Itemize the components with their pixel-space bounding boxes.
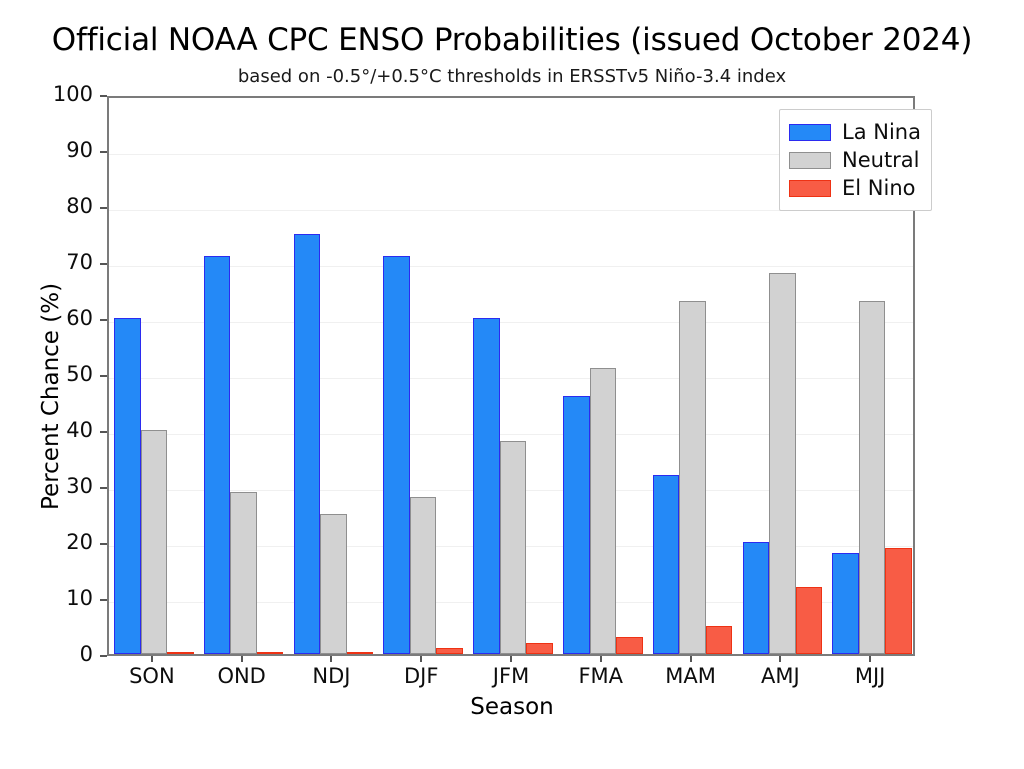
x-tick-mark: [869, 654, 872, 662]
bar-ndj-la-nina: [293, 234, 321, 654]
y-tick-mark: [100, 375, 107, 377]
x-tick-mark: [599, 654, 602, 662]
x-tick-label-ond: OND: [217, 664, 266, 688]
y-tick-label: 10: [66, 586, 93, 610]
bar-jfm-neutral: [499, 441, 527, 654]
x-tick-label-ndj: NDJ: [312, 664, 351, 688]
chart-subtitle: based on -0.5°/+0.5°C thresholds in ERSS…: [237, 66, 787, 87]
bar-djf-neutral: [409, 497, 437, 654]
x-tick-label-jfm: JFM: [492, 664, 530, 688]
bar-son-el-nino: [167, 652, 194, 654]
x-tick-label-mjj: MJJ: [854, 664, 886, 688]
y-tick-label: 20: [66, 530, 93, 554]
plot-inner: [109, 98, 913, 654]
bar-son-la-nina: [114, 318, 141, 654]
x-tick-label-djf: DJF: [403, 664, 439, 688]
x-tick-mark: [330, 654, 333, 662]
y-tick-mark: [100, 263, 107, 265]
x-tick-mark: [240, 654, 243, 662]
legend-item-la-nina[interactable]: La Nina: [789, 118, 921, 146]
legend-swatch-icon: [789, 123, 831, 141]
gridline: [109, 434, 913, 435]
y-tick-mark: [100, 319, 107, 321]
y-tick-label: 70: [66, 250, 93, 274]
bar-fma-neutral: [589, 368, 617, 654]
bar-ond-neutral: [230, 491, 257, 654]
bar-ndj-neutral: [320, 514, 347, 654]
x-tick-label-fma: FMA: [578, 664, 624, 688]
x-tick-label-mam: MAM: [665, 664, 716, 688]
y-tick-label: 40: [66, 418, 93, 442]
gridline: [109, 322, 913, 323]
bar-mjj-el-nino: [885, 547, 912, 654]
legend-swatch-icon: [789, 179, 831, 197]
legend-item-el-nino[interactable]: El Nino: [789, 174, 921, 202]
x-axis-label: Season: [470, 694, 554, 720]
bar-mjj-la-nina: [832, 553, 859, 654]
y-tick-mark: [100, 207, 107, 209]
y-tick-label: 60: [66, 306, 93, 330]
y-tick-mark: [100, 655, 107, 657]
y-tick-mark: [100, 543, 107, 545]
y-tick-label: 30: [66, 474, 93, 498]
gridline: [109, 266, 913, 267]
y-tick-mark: [100, 487, 107, 489]
bar-amj-neutral: [769, 273, 796, 654]
gridline: [109, 378, 913, 379]
bar-ndj-el-nino: [346, 652, 374, 654]
legend-label: La Nina: [842, 120, 921, 144]
bar-fma-la-nina: [563, 396, 590, 654]
plot-area: [107, 96, 915, 656]
bar-fma-el-nino: [616, 637, 643, 654]
bar-mjj-neutral: [858, 301, 886, 654]
y-tick-label: 50: [66, 362, 93, 386]
bar-jfm-el-nino: [526, 642, 553, 654]
x-tick-label-amj: AMJ: [760, 664, 800, 688]
y-tick-label: 100: [52, 82, 93, 106]
legend-label: Neutral: [842, 148, 920, 172]
x-tick-mark: [150, 654, 153, 662]
legend-label: El Nino: [842, 176, 916, 200]
y-tick-mark: [100, 151, 107, 153]
gridline: [109, 154, 913, 155]
gridline: [109, 210, 913, 211]
x-tick-label-son: SON: [129, 664, 175, 688]
bar-amj-la-nina: [742, 542, 770, 654]
y-tick-label: 80: [66, 194, 93, 218]
y-tick-label: 90: [66, 138, 93, 162]
legend-swatch-icon: [789, 151, 831, 169]
legend: La Nina Neutral El Nino: [779, 109, 932, 211]
x-tick-mark: [510, 654, 512, 662]
y-tick-mark: [100, 431, 107, 433]
bar-mam-la-nina: [652, 474, 680, 654]
bar-ond-el-nino: [256, 652, 284, 654]
bar-jfm-la-nina: [473, 318, 500, 654]
bar-mam-neutral: [679, 301, 706, 654]
y-tick-mark: [100, 95, 107, 97]
bar-ond-la-nina: [203, 256, 231, 654]
bar-djf-el-nino: [436, 648, 463, 654]
x-tick-mark: [420, 654, 423, 662]
bar-djf-la-nina: [383, 256, 410, 654]
y-tick-mark: [100, 599, 107, 601]
legend-item-neutral[interactable]: Neutral: [789, 146, 921, 174]
bar-amj-el-nino: [795, 586, 823, 654]
x-tick-mark: [779, 654, 782, 662]
bar-mam-el-nino: [705, 626, 733, 654]
x-tick-mark: [689, 654, 692, 662]
y-tick-label: 0: [79, 642, 93, 666]
chart-title: Official NOAA CPC ENSO Probabilities (is…: [51, 22, 973, 58]
bar-son-neutral: [140, 430, 168, 654]
